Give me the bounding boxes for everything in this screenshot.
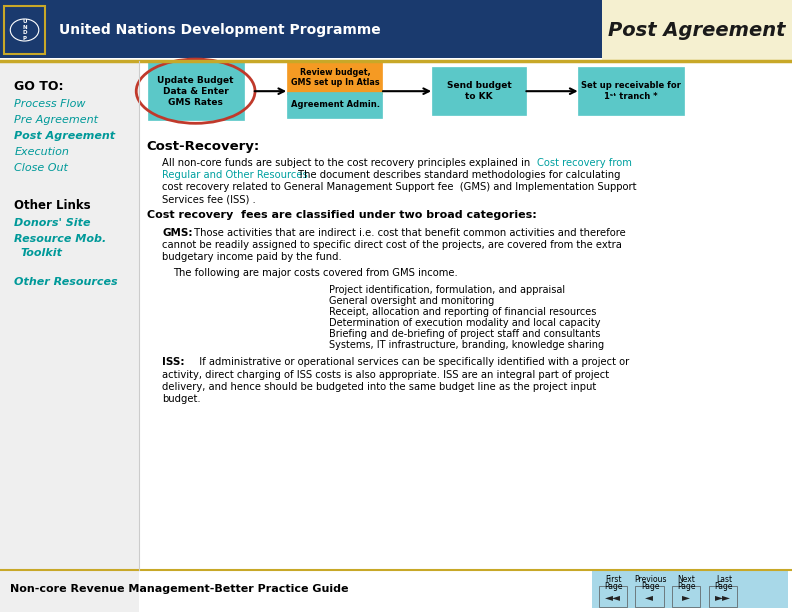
FancyBboxPatch shape <box>4 6 45 54</box>
Text: The document describes standard methodologies for calculating: The document describes standard methodol… <box>295 170 620 180</box>
Text: cannot be readily assigned to specific direct cost of the projects, are covered : cannot be readily assigned to specific d… <box>162 240 623 250</box>
Text: GO TO:: GO TO: <box>14 80 63 94</box>
Text: Send budget
to KK: Send budget to KK <box>447 81 512 101</box>
Text: Set up receivable for
1ˢᵗ tranch *: Set up receivable for 1ˢᵗ tranch * <box>581 81 681 101</box>
Text: Process Flow: Process Flow <box>14 99 86 109</box>
Text: ISS:: ISS: <box>162 357 185 367</box>
Text: cost recovery related to General Management Support fee  (GMS) and Implementatio: cost recovery related to General Managem… <box>162 182 637 192</box>
Text: Page: Page <box>714 582 733 591</box>
Text: If administrative or operational services can be specifically identified with a : If administrative or operational service… <box>193 357 630 367</box>
Text: activity, direct charging of ISS costs is also appropriate. ISS are an integral : activity, direct charging of ISS costs i… <box>162 370 610 379</box>
Text: Cost recovery from: Cost recovery from <box>537 158 632 168</box>
Text: First: First <box>606 575 622 584</box>
Text: ◄: ◄ <box>645 592 653 602</box>
Text: ◄◄: ◄◄ <box>605 592 621 602</box>
Text: GMS:: GMS: <box>162 228 193 237</box>
Text: Close Out: Close Out <box>14 163 68 173</box>
Text: Page: Page <box>677 582 696 591</box>
Text: All non-core funds are subject to the cost recovery principles explained in: All non-core funds are subject to the co… <box>162 158 537 168</box>
Text: ►: ► <box>682 592 690 602</box>
Text: Non-core Revenue Management-Better Practice Guide: Non-core Revenue Management-Better Pract… <box>10 584 348 594</box>
Text: Cost-Recovery:: Cost-Recovery: <box>147 140 260 152</box>
Text: Last: Last <box>716 575 732 584</box>
Text: Regular and Other Resources: Regular and Other Resources <box>162 170 308 180</box>
FancyBboxPatch shape <box>287 92 382 118</box>
FancyBboxPatch shape <box>592 570 788 608</box>
Text: Review budget,
GMS set up In Atlas: Review budget, GMS set up In Atlas <box>291 68 379 88</box>
FancyBboxPatch shape <box>287 61 382 94</box>
Text: Update Budget
Data & Enter
GMS Rates: Update Budget Data & Enter GMS Rates <box>158 76 234 106</box>
Text: budget.: budget. <box>162 394 201 404</box>
Text: Other Links: Other Links <box>14 198 91 212</box>
FancyBboxPatch shape <box>599 586 627 607</box>
Text: Page: Page <box>604 582 623 591</box>
Text: Briefing and de-briefing of project staff and consultants: Briefing and de-briefing of project staf… <box>329 329 600 339</box>
Text: Determination of execution modality and local capacity: Determination of execution modality and … <box>329 318 600 328</box>
Text: Receipt, allocation and reporting of financial resources: Receipt, allocation and reporting of fin… <box>329 307 596 317</box>
Text: Post Agreement: Post Agreement <box>608 21 786 40</box>
Text: Resource Mob.: Resource Mob. <box>14 234 106 244</box>
Text: Next: Next <box>678 575 695 584</box>
FancyBboxPatch shape <box>148 62 244 120</box>
Text: Page: Page <box>641 582 660 591</box>
FancyBboxPatch shape <box>602 0 792 64</box>
Text: Pre Agreement: Pre Agreement <box>14 115 98 125</box>
Text: Project identification, formulation, and appraisal: Project identification, formulation, and… <box>329 285 565 295</box>
Text: General oversight and monitoring: General oversight and monitoring <box>329 296 494 306</box>
FancyBboxPatch shape <box>432 67 526 115</box>
Text: U
N
D
P: U N D P <box>22 20 27 40</box>
Text: Services fee (ISS) .: Services fee (ISS) . <box>162 195 256 204</box>
Text: delivery, and hence should be budgeted into the same budget line as the project : delivery, and hence should be budgeted i… <box>162 382 596 392</box>
Text: Previous: Previous <box>634 575 667 584</box>
Text: Execution: Execution <box>14 147 69 157</box>
Text: The following are major costs covered from GMS income.: The following are major costs covered fr… <box>173 268 458 278</box>
FancyBboxPatch shape <box>0 0 792 58</box>
Text: Systems, IT infrastructure, branding, knowledge sharing: Systems, IT infrastructure, branding, kn… <box>329 340 604 350</box>
Text: Cost recovery  fees are classified under two broad categories:: Cost recovery fees are classified under … <box>147 210 536 220</box>
Text: Toolkit: Toolkit <box>21 248 63 258</box>
Text: Other Resources: Other Resources <box>14 277 118 286</box>
Text: Post Agreement: Post Agreement <box>14 131 116 141</box>
Text: Agreement Admin.: Agreement Admin. <box>291 100 379 109</box>
Text: ►►: ►► <box>715 592 731 602</box>
Text: United Nations Development Programme: United Nations Development Programme <box>59 23 381 37</box>
FancyBboxPatch shape <box>578 67 684 115</box>
FancyBboxPatch shape <box>139 61 792 612</box>
FancyBboxPatch shape <box>635 586 664 607</box>
Text: Those activities that are indirect i.e. cost that benefit common activities and : Those activities that are indirect i.e. … <box>191 228 626 237</box>
Text: Donors' Site: Donors' Site <box>14 218 91 228</box>
Text: budgetary income paid by the fund.: budgetary income paid by the fund. <box>162 252 342 262</box>
FancyBboxPatch shape <box>709 586 737 607</box>
FancyBboxPatch shape <box>672 586 700 607</box>
FancyBboxPatch shape <box>0 61 139 612</box>
